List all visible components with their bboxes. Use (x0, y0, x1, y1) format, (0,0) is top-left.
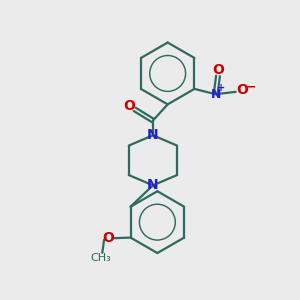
Text: O: O (124, 99, 135, 113)
Text: O: O (102, 231, 114, 245)
Text: +: + (217, 83, 225, 93)
Text: O: O (212, 63, 224, 77)
Text: CH₃: CH₃ (91, 253, 111, 263)
Text: −: − (246, 80, 256, 93)
Text: O: O (236, 83, 248, 98)
Text: N: N (211, 88, 221, 101)
Text: N: N (147, 178, 159, 192)
Text: N: N (147, 128, 159, 142)
